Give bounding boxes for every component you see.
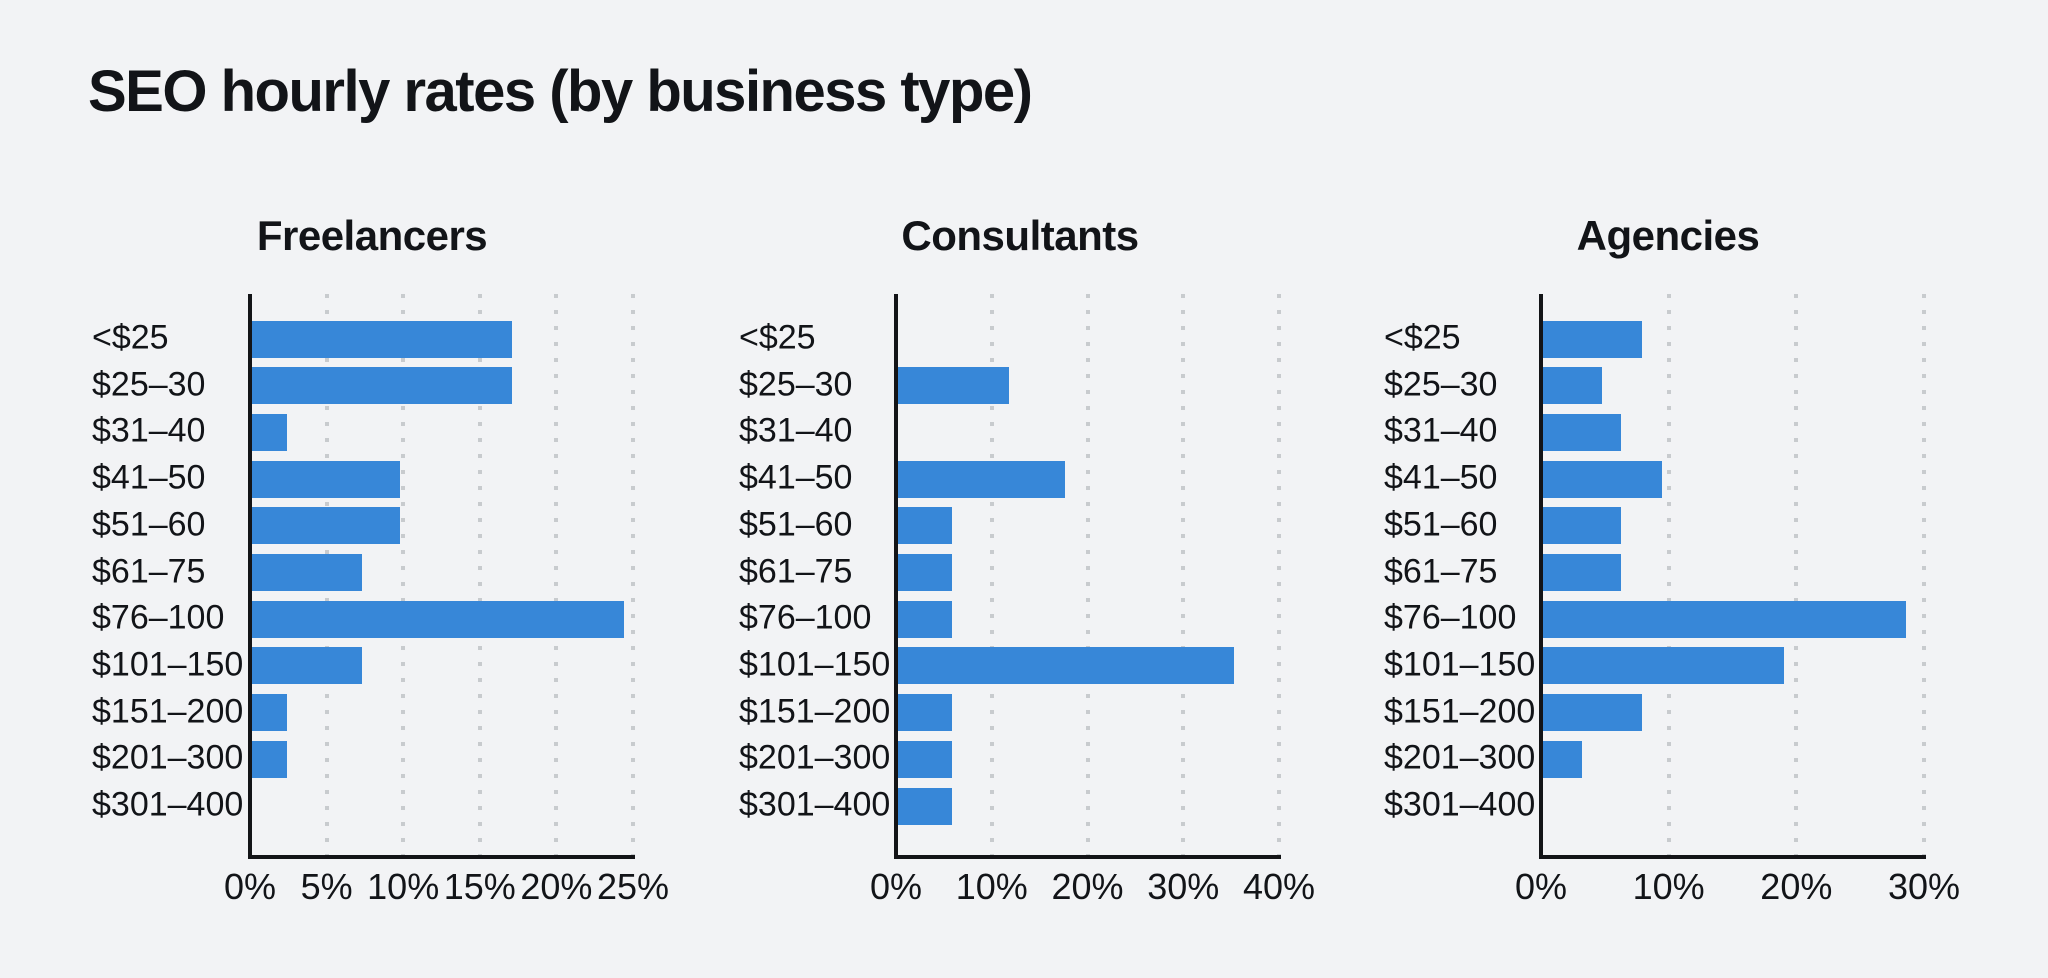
bar-freelancers-2 — [252, 413, 287, 451]
bar-agencies-9 — [1543, 740, 1582, 778]
x-axis-line-consultants — [894, 855, 1281, 859]
category-label-freelancers-9: $201–300 — [92, 739, 244, 778]
bar-agencies-4 — [1543, 507, 1622, 545]
gridline-consultants-30 — [1181, 294, 1186, 855]
x-tick-label-agencies-20: 20% — [1760, 866, 1833, 907]
category-label-freelancers-7: $101–150 — [92, 645, 244, 684]
category-label-consultants-9: $201–300 — [739, 739, 891, 778]
category-label-freelancers-2: $31–40 — [92, 412, 206, 451]
category-label-consultants-5: $61–75 — [739, 552, 853, 591]
category-label-consultants-6: $76–100 — [739, 598, 872, 637]
category-label-consultants-8: $151–200 — [739, 692, 891, 731]
bar-freelancers-1 — [252, 367, 512, 405]
bar-consultants-9 — [898, 740, 953, 778]
gridline-agencies-10 — [1666, 294, 1671, 855]
panel-title-consultants: Consultants — [901, 212, 1139, 259]
panel-title-agencies: Agencies — [1576, 212, 1760, 259]
x-tick-label-consultants-20: 20% — [1051, 866, 1124, 907]
bar-agencies-8 — [1543, 694, 1642, 732]
bar-agencies-1 — [1543, 367, 1603, 405]
bar-consultants-5 — [898, 554, 953, 591]
x-tick-label-freelancers-10: 10% — [367, 866, 440, 907]
x-tick-label-agencies-0: 0% — [1514, 866, 1568, 907]
x-axis-line-agencies — [1539, 855, 1926, 859]
category-label-consultants-7: $101–150 — [739, 645, 891, 684]
category-label-freelancers-8: $151–200 — [92, 692, 244, 731]
bar-agencies-7 — [1543, 647, 1784, 685]
x-tick-label-consultants-0: 0% — [869, 866, 923, 907]
category-label-agencies-2: $31–40 — [1384, 412, 1498, 451]
y-axis-line-agencies — [1539, 294, 1543, 859]
bar-agencies-5 — [1543, 554, 1622, 591]
bar-agencies-6 — [1543, 600, 1907, 638]
x-tick-label-freelancers-15: 15% — [443, 866, 516, 907]
bar-consultants-10 — [898, 787, 953, 825]
x-tick-label-agencies-30: 30% — [1887, 866, 1961, 907]
category-label-consultants-2: $31–40 — [739, 412, 853, 451]
x-tick-label-freelancers-0: 0% — [223, 866, 277, 907]
category-label-agencies-5: $61–75 — [1384, 552, 1498, 591]
category-label-consultants-1: $25–30 — [739, 365, 853, 404]
category-label-consultants-3: $41–50 — [739, 458, 853, 497]
x-tick-label-freelancers-5: 5% — [300, 866, 353, 907]
x-tick-label-consultants-10: 10% — [955, 866, 1028, 907]
bar-consultants-4 — [898, 507, 953, 545]
gridline-consultants-20 — [1085, 294, 1090, 855]
category-label-agencies-9: $201–300 — [1384, 739, 1536, 778]
gridline-freelancers-20 — [554, 294, 559, 855]
y-axis-line-freelancers — [248, 294, 252, 859]
category-label-agencies-1: $25–30 — [1384, 365, 1498, 404]
x-tick-label-consultants-30: 30% — [1147, 866, 1220, 907]
bar-freelancers-6 — [252, 600, 624, 638]
category-label-freelancers-1: $25–30 — [92, 365, 206, 404]
gridline-freelancers-15 — [477, 294, 482, 855]
category-label-agencies-10: $301–400 — [1384, 785, 1536, 824]
gridline-freelancers-10 — [401, 294, 406, 855]
category-label-freelancers-0: <$25 — [92, 318, 169, 357]
gridline-consultants-10 — [989, 294, 994, 855]
category-label-consultants-4: $51–60 — [739, 505, 853, 544]
bar-consultants-1 — [898, 367, 1009, 405]
bar-freelancers-5 — [252, 554, 362, 591]
gridline-agencies-30 — [1922, 294, 1926, 855]
bar-consultants-7 — [898, 647, 1234, 685]
bar-consultants-6 — [898, 600, 953, 638]
bar-agencies-2 — [1543, 413, 1622, 451]
category-label-agencies-4: $51–60 — [1384, 505, 1498, 544]
category-label-agencies-7: $101–150 — [1384, 645, 1536, 684]
y-axis-line-consultants — [894, 294, 898, 859]
category-label-consultants-10: $301–400 — [739, 785, 891, 824]
bar-consultants-8 — [898, 694, 953, 732]
x-tick-label-freelancers-25: 25% — [596, 866, 670, 907]
category-label-freelancers-6: $76–100 — [92, 598, 225, 637]
category-label-agencies-3: $41–50 — [1384, 458, 1498, 497]
bar-agencies-0 — [1543, 320, 1642, 358]
gridline-agencies-20 — [1794, 294, 1799, 855]
bar-freelancers-4 — [252, 507, 401, 545]
x-axis-line-freelancers — [248, 855, 635, 859]
page-title: SEO hourly rates (by business type) — [88, 59, 1033, 124]
category-label-freelancers-10: $301–400 — [92, 785, 244, 824]
bar-consultants-3 — [898, 460, 1065, 498]
gridline-consultants-40 — [1277, 294, 1281, 855]
category-label-consultants-0: <$25 — [739, 318, 816, 357]
category-label-agencies-0: <$25 — [1384, 318, 1461, 357]
x-tick-label-freelancers-20: 20% — [520, 866, 593, 907]
bar-agencies-3 — [1543, 460, 1663, 498]
category-label-agencies-8: $151–200 — [1384, 692, 1536, 731]
bar-freelancers-9 — [252, 740, 287, 778]
bar-freelancers-0 — [252, 320, 512, 358]
panel-title-freelancers: Freelancers — [256, 212, 488, 259]
x-tick-label-agencies-10: 10% — [1632, 866, 1705, 907]
x-tick-label-consultants-40: 40% — [1242, 866, 1316, 907]
category-label-freelancers-3: $41–50 — [92, 458, 206, 497]
gridline-freelancers-25 — [631, 294, 635, 855]
bar-freelancers-8 — [252, 694, 287, 732]
category-label-agencies-6: $76–100 — [1384, 598, 1517, 637]
category-label-freelancers-5: $61–75 — [92, 552, 206, 591]
bar-freelancers-3 — [252, 460, 401, 498]
category-label-freelancers-4: $51–60 — [92, 505, 206, 544]
bar-freelancers-7 — [252, 647, 362, 685]
